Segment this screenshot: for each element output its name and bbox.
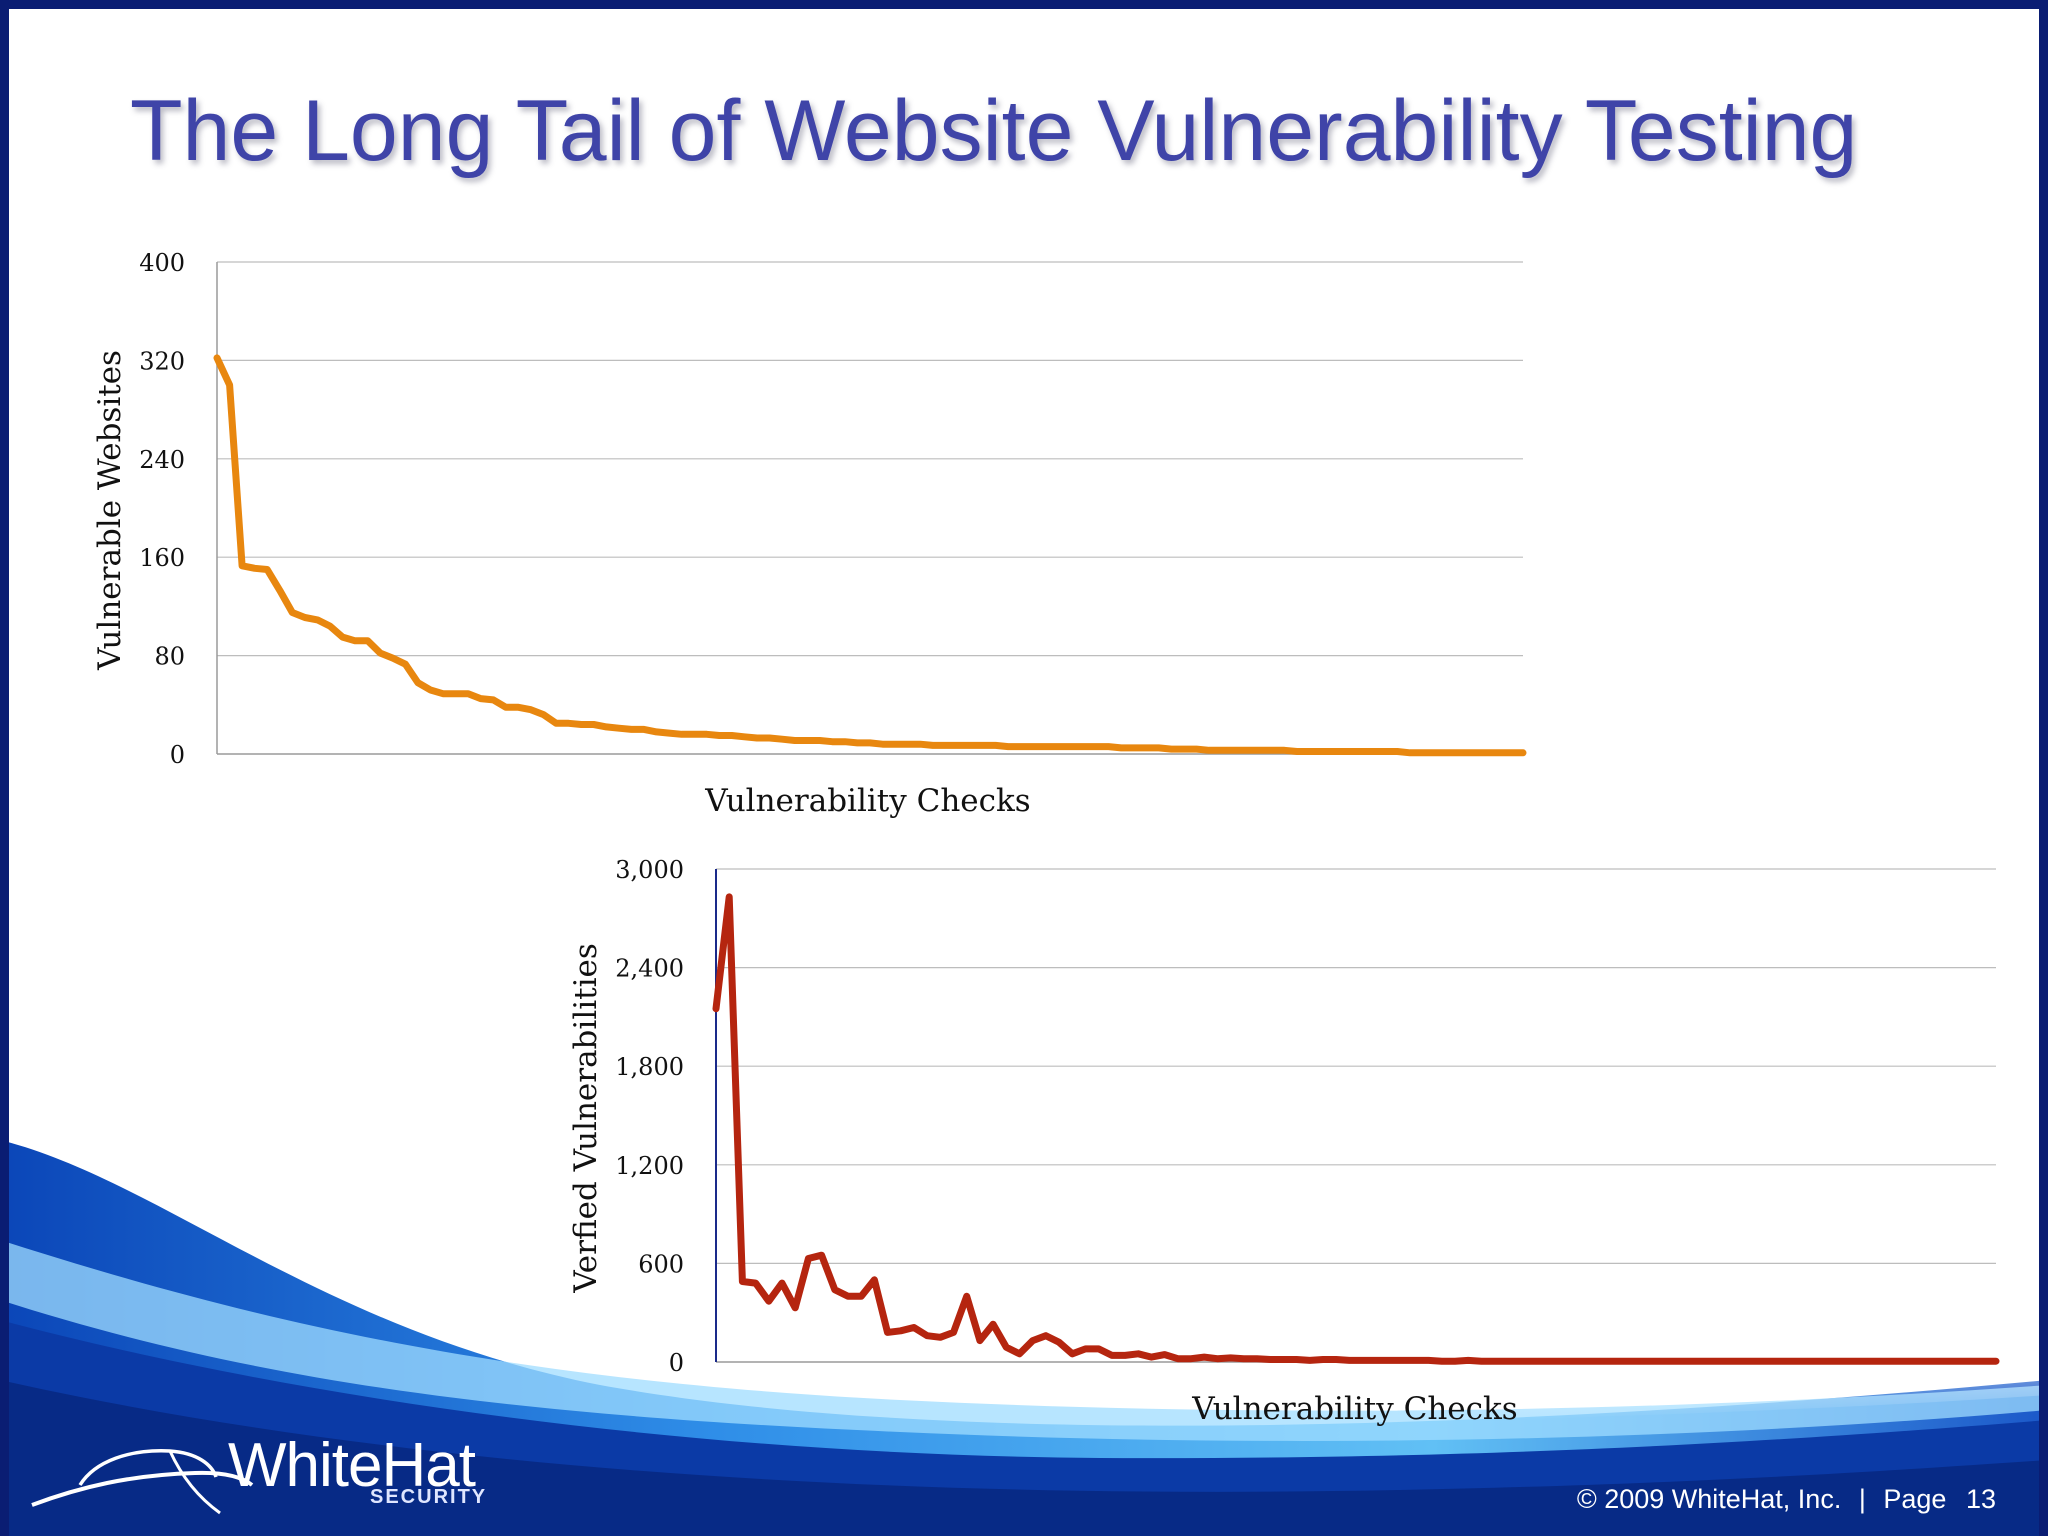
chart2-y-tick-labels: 0 600 1,200 1,800 2,400 3,000 xyxy=(615,856,684,1377)
chart2-gridlines xyxy=(716,868,1996,1363)
chart2-y-tick-label: 600 xyxy=(638,1250,684,1278)
chart1-y-tick-labels: 0 80 160 240 320 400 xyxy=(139,249,185,769)
chart1-y-tick-label: 160 xyxy=(139,544,185,572)
chart1-series-line xyxy=(213,354,1527,757)
footer-copyright: © 2009 WhiteHat, Inc. xyxy=(1576,1484,1842,1514)
chart1-y-tick-label: 80 xyxy=(154,643,185,671)
chart2-y-tick-label: 2,400 xyxy=(615,955,684,983)
brand-name: WhiteHat xyxy=(228,1431,476,1500)
chart1-y-tick-label: 0 xyxy=(170,741,185,769)
chart2-y-axis-label: Verfied Vulnerabilities xyxy=(568,943,604,1294)
chart2-y-tick-label: 1,200 xyxy=(615,1152,684,1180)
chart2-y-tick-label: 3,000 xyxy=(615,856,684,884)
footer-separator: | xyxy=(1858,1484,1866,1514)
footer: © 2009 WhiteHat, Inc. | Page 13 xyxy=(1577,1484,1996,1515)
footer-page-label: Page xyxy=(1883,1484,1947,1514)
chart1-y-axis-label: Vulnerable Websites xyxy=(92,350,128,671)
chart1-y-tick-label: 240 xyxy=(139,446,185,474)
brand-subtitle: SECURITY xyxy=(370,1486,488,1508)
chart2-y-tick-label: 1,800 xyxy=(615,1053,684,1081)
chart2-x-axis-label: Vulnerability Checks xyxy=(1191,1391,1517,1427)
whitehat-swoosh-logo xyxy=(31,1449,254,1515)
chart2-y-tick-label: 0 xyxy=(669,1349,684,1377)
chart1-gridlines xyxy=(217,261,1523,755)
chart1-y-tick-label: 320 xyxy=(139,347,185,375)
chart1-y-tick-label: 400 xyxy=(139,249,185,277)
slide-title: The Long Tail of Website Vulnerability T… xyxy=(130,83,1858,179)
chart2-series-line xyxy=(712,893,2000,1365)
footer-page-number: 13 xyxy=(1965,1484,1996,1514)
chart1-x-axis-label: Vulnerability Checks xyxy=(704,783,1030,819)
